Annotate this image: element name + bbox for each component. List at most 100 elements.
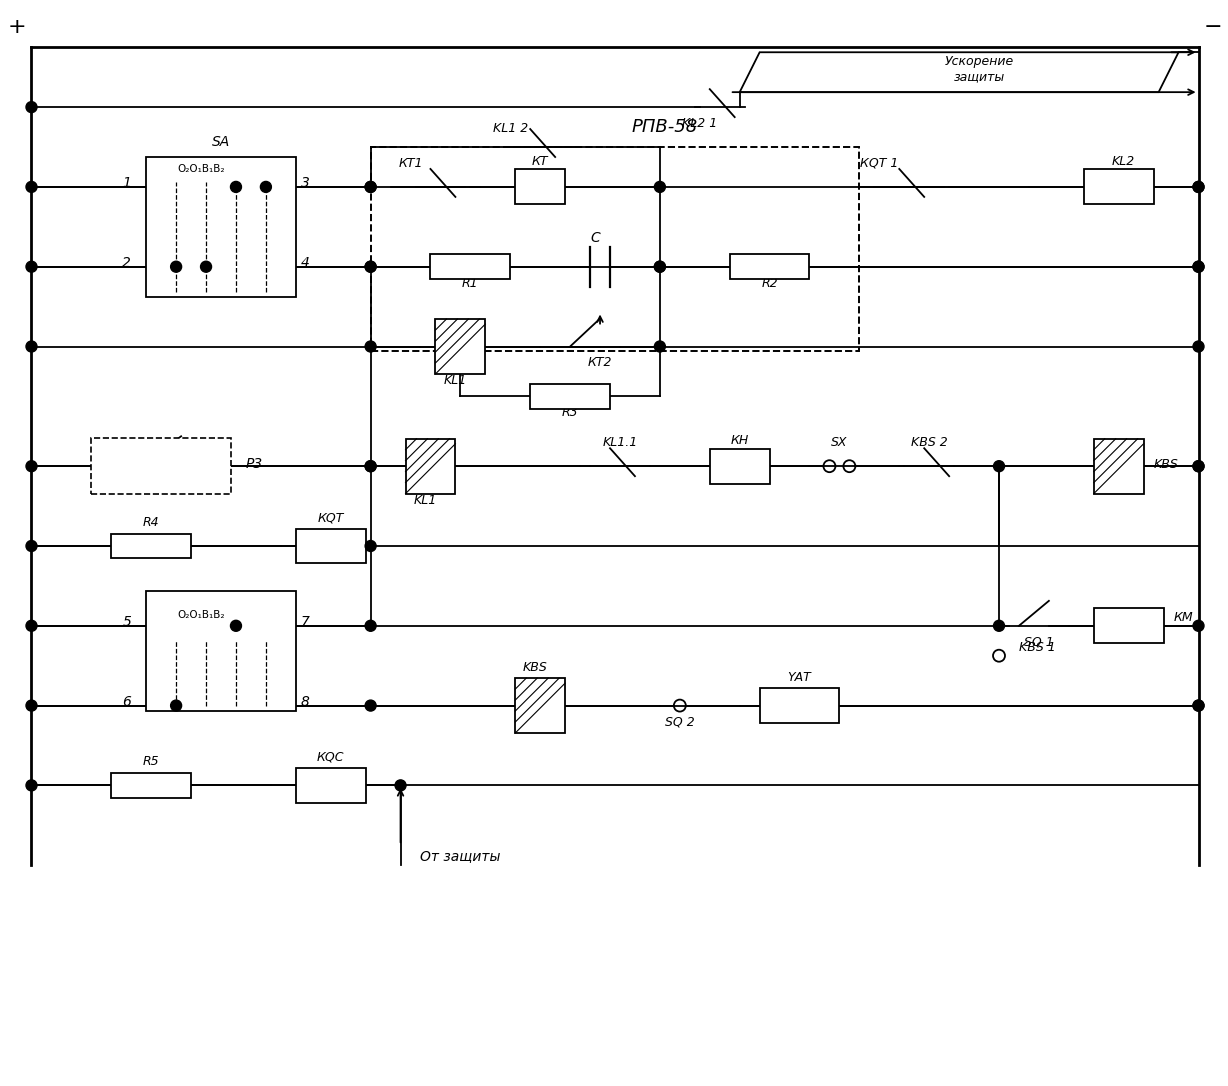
Bar — [146, 591, 296, 710]
Circle shape — [993, 460, 1005, 471]
Text: Р3: Р3 — [246, 457, 263, 471]
Bar — [112, 773, 192, 798]
Text: РПВ-58: РПВ-58 — [631, 118, 698, 136]
Bar — [436, 319, 485, 374]
Circle shape — [655, 181, 666, 192]
Text: КQТ: КQТ — [318, 512, 344, 525]
Bar — [530, 384, 610, 408]
Circle shape — [365, 460, 376, 471]
Text: KL2 1: KL2 1 — [683, 117, 717, 130]
Text: SX: SX — [831, 437, 847, 450]
Text: 1: 1 — [123, 176, 131, 190]
Text: C: C — [591, 230, 600, 244]
Text: +: + — [7, 17, 26, 37]
Text: KBS 1: KBS 1 — [1019, 641, 1056, 654]
Circle shape — [26, 181, 37, 192]
Circle shape — [26, 262, 37, 273]
Text: SQ 1: SQ 1 — [1024, 635, 1054, 648]
Text: О₂О₁В₁В₂: О₂О₁В₁В₂ — [177, 610, 225, 620]
Text: КТ1: КТ1 — [398, 157, 422, 171]
Circle shape — [171, 700, 182, 711]
Circle shape — [260, 181, 271, 192]
Bar — [296, 529, 366, 564]
Text: KL1 2: KL1 2 — [492, 122, 528, 135]
Circle shape — [993, 620, 1005, 631]
Text: 8: 8 — [301, 695, 309, 708]
Circle shape — [365, 341, 376, 352]
Bar — [1094, 439, 1143, 494]
Text: KBS 2: KBS 2 — [911, 437, 948, 450]
Text: 2: 2 — [123, 255, 131, 269]
Circle shape — [26, 102, 37, 113]
Text: R2: R2 — [761, 277, 777, 290]
Circle shape — [26, 780, 37, 791]
Text: КТ2: КТ2 — [588, 356, 613, 369]
Circle shape — [171, 262, 182, 273]
Circle shape — [655, 262, 666, 273]
Text: SQ 2: SQ 2 — [664, 716, 695, 729]
Bar — [729, 254, 809, 279]
Circle shape — [365, 181, 376, 192]
Circle shape — [1194, 460, 1203, 471]
Circle shape — [1194, 181, 1203, 192]
Circle shape — [655, 262, 666, 273]
Text: KL1.1: KL1.1 — [603, 437, 637, 450]
Circle shape — [231, 620, 242, 631]
Bar — [516, 169, 565, 204]
Circle shape — [395, 780, 406, 791]
Bar — [371, 147, 860, 352]
Text: КQС: КQС — [317, 750, 345, 763]
Text: Ускорение
защиты: Ускорение защиты — [944, 55, 1013, 84]
Text: KBS: KBS — [1153, 457, 1179, 470]
Polygon shape — [739, 52, 1179, 92]
Circle shape — [365, 460, 376, 471]
Circle shape — [231, 181, 242, 192]
Text: КQT 1: КQT 1 — [860, 157, 899, 171]
Bar — [1094, 608, 1164, 643]
Circle shape — [365, 262, 376, 273]
Text: КН: КН — [731, 434, 749, 447]
Circle shape — [365, 262, 376, 273]
Text: 7: 7 — [301, 615, 309, 629]
Circle shape — [1194, 262, 1203, 273]
Text: YАТ: YАТ — [787, 671, 812, 684]
Text: КМ: КМ — [1174, 610, 1194, 623]
Text: KL1: KL1 — [443, 375, 467, 388]
Bar — [516, 678, 565, 733]
Bar — [710, 449, 770, 483]
Circle shape — [1194, 460, 1203, 471]
Text: 3: 3 — [301, 176, 309, 190]
Circle shape — [26, 700, 37, 711]
Circle shape — [655, 341, 666, 352]
Text: О₂О₁В₁В₂: О₂О₁В₁В₂ — [177, 164, 225, 174]
Circle shape — [1194, 262, 1203, 273]
Bar — [91, 439, 231, 494]
Circle shape — [1194, 700, 1203, 711]
Circle shape — [200, 262, 211, 273]
Circle shape — [365, 700, 376, 711]
Circle shape — [1194, 700, 1203, 711]
Text: 5: 5 — [123, 615, 131, 629]
Bar — [296, 768, 366, 803]
Circle shape — [365, 181, 376, 192]
Bar — [146, 157, 296, 296]
Circle shape — [1194, 620, 1203, 631]
Text: R5: R5 — [142, 756, 160, 769]
Text: KL2: KL2 — [1113, 155, 1136, 168]
Bar — [1084, 169, 1153, 204]
Circle shape — [365, 620, 376, 631]
Text: KL1: KL1 — [414, 494, 437, 507]
Text: От защиты: От защиты — [420, 849, 501, 863]
Text: KBS: KBS — [523, 660, 548, 673]
Text: SA: SA — [212, 135, 230, 149]
Circle shape — [26, 541, 37, 552]
Bar — [405, 439, 456, 494]
Circle shape — [26, 620, 37, 631]
Text: R3: R3 — [561, 406, 578, 419]
Text: R4: R4 — [142, 516, 160, 529]
Circle shape — [1194, 341, 1203, 352]
Circle shape — [365, 541, 376, 552]
Bar — [112, 533, 192, 558]
Text: −: − — [1203, 17, 1222, 37]
Circle shape — [1194, 181, 1203, 192]
